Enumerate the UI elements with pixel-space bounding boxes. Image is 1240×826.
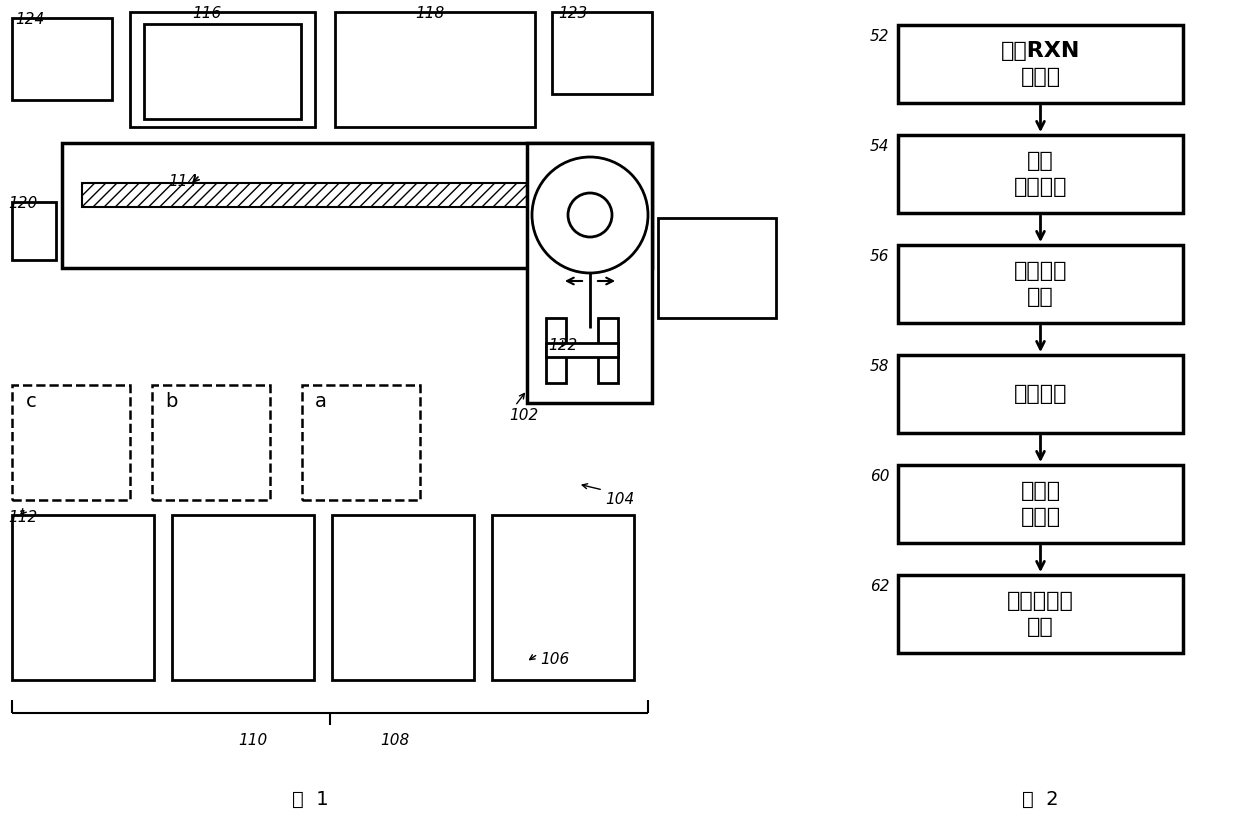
Text: 图  2: 图 2 bbox=[1022, 790, 1059, 809]
Text: 118: 118 bbox=[415, 6, 444, 21]
Text: 123: 123 bbox=[558, 6, 588, 21]
Bar bbox=[552, 12, 652, 94]
Text: 122: 122 bbox=[548, 338, 578, 353]
Bar bbox=[898, 25, 1183, 103]
Text: 116: 116 bbox=[192, 6, 221, 21]
Bar bbox=[527, 143, 652, 403]
Bar bbox=[598, 318, 618, 383]
Bar bbox=[546, 318, 565, 383]
Text: 106: 106 bbox=[539, 652, 569, 667]
Text: 制备RXN
混合物: 制备RXN 混合物 bbox=[1001, 40, 1080, 88]
Text: 54: 54 bbox=[870, 139, 889, 154]
Bar bbox=[12, 18, 112, 100]
Text: 分配到
基片上: 分配到 基片上 bbox=[1021, 481, 1060, 527]
Text: 图  1: 图 1 bbox=[291, 790, 329, 809]
Text: 引入
毛细管中: 引入 毛细管中 bbox=[1014, 151, 1068, 197]
Text: a: a bbox=[315, 392, 327, 411]
Text: 温度循环: 温度循环 bbox=[1014, 384, 1068, 404]
Bar bbox=[303, 385, 420, 500]
Bar bbox=[62, 143, 652, 268]
Text: 112: 112 bbox=[7, 510, 37, 525]
Text: 110: 110 bbox=[238, 733, 268, 748]
Bar bbox=[898, 575, 1183, 653]
Text: 基片至分析
系统: 基片至分析 系统 bbox=[1007, 591, 1074, 637]
Bar bbox=[898, 135, 1183, 213]
Bar bbox=[130, 12, 315, 127]
Text: 104: 104 bbox=[605, 492, 634, 507]
Text: 60: 60 bbox=[870, 469, 889, 484]
Bar bbox=[12, 202, 56, 260]
Text: 102: 102 bbox=[508, 408, 538, 423]
Bar bbox=[492, 515, 634, 680]
Text: 124: 124 bbox=[15, 12, 45, 27]
Bar bbox=[12, 515, 154, 680]
Text: b: b bbox=[165, 392, 177, 411]
Bar bbox=[658, 218, 776, 318]
Bar bbox=[144, 24, 301, 119]
Bar bbox=[335, 12, 534, 127]
Bar bbox=[172, 515, 314, 680]
Text: 62: 62 bbox=[870, 579, 889, 594]
Text: c: c bbox=[26, 392, 37, 411]
Bar bbox=[546, 343, 618, 357]
Bar bbox=[332, 515, 474, 680]
Text: 58: 58 bbox=[870, 359, 889, 374]
Bar bbox=[898, 245, 1183, 323]
Text: 52: 52 bbox=[870, 29, 889, 44]
Bar bbox=[12, 385, 130, 500]
Text: 封闭管的
末端: 封闭管的 末端 bbox=[1014, 261, 1068, 307]
Bar bbox=[898, 465, 1183, 543]
Text: 56: 56 bbox=[870, 249, 889, 264]
Text: 120: 120 bbox=[7, 196, 37, 211]
Bar bbox=[82, 183, 527, 207]
Text: 114: 114 bbox=[167, 174, 197, 189]
Text: 108: 108 bbox=[379, 733, 409, 748]
Bar bbox=[153, 385, 270, 500]
Bar bbox=[898, 355, 1183, 433]
